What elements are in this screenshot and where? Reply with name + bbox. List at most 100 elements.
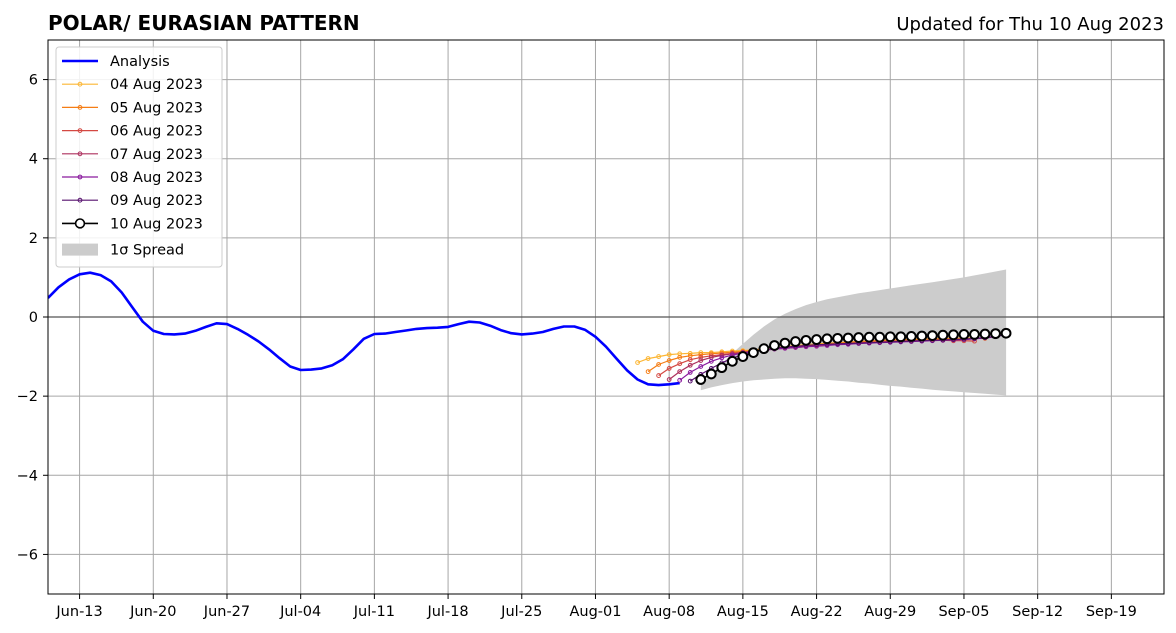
- x-tick-label: Aug-29: [864, 604, 916, 620]
- analysis-line: [48, 271, 680, 387]
- latest-forecast-point: [958, 329, 970, 340]
- latest-forecast-point: [969, 329, 980, 340]
- forecast-point: [635, 360, 640, 365]
- legend-swatch: [62, 243, 98, 256]
- forecast-point: [677, 354, 683, 360]
- latest-forecast-point: [842, 332, 854, 344]
- latest-forecast-point: [811, 334, 822, 345]
- latest-forecast-point: [948, 329, 959, 341]
- latest-forecast-point: [695, 374, 707, 385]
- forecast-point: [666, 358, 672, 363]
- x-tick-label: Jul-04: [279, 604, 321, 620]
- data-layer: [48, 269, 1164, 396]
- latest-forecast-point: [990, 328, 1001, 340]
- legend-label: 07 Aug 2023: [110, 147, 203, 163]
- latest-forecast-point: [716, 362, 728, 374]
- forecast-point: [666, 366, 672, 371]
- latest-forecast-point: [895, 331, 907, 343]
- latest-forecast-point: [790, 336, 801, 347]
- latest-forecast-point: [747, 347, 759, 359]
- legend-label: 08 Aug 2023: [110, 170, 203, 186]
- legend: Analysis 04 Aug 2023 05 Aug 2023 06 Aug 202…: [55, 46, 223, 268]
- x-tick-label: Sep-12: [1012, 604, 1063, 620]
- forecast-point: [708, 358, 714, 364]
- legend-label: 09 Aug 2023: [110, 193, 203, 209]
- latest-forecast-point: [863, 331, 875, 343]
- y-tick-label: 0: [29, 310, 38, 326]
- x-tick-label: Jun-13: [55, 604, 102, 620]
- chart-subtitle: Updated for Thu 10 Aug 2023: [896, 14, 1164, 35]
- x-tick-label: Aug-01: [569, 604, 621, 620]
- forecast-point: [677, 369, 683, 375]
- latest-forecast-point: [779, 337, 791, 349]
- latest-forecast-point: [905, 330, 917, 342]
- spread-band: [700, 269, 1007, 396]
- latest-forecast-point: [1000, 327, 1012, 339]
- x-tick-label: Sep-19: [1086, 604, 1137, 620]
- x-tick-label: Jun-27: [203, 604, 250, 620]
- forecast-point: [656, 354, 662, 359]
- latest-forecast-point: [769, 340, 780, 351]
- latest-forecast-point: [758, 343, 770, 355]
- y-tick-label: −4: [17, 468, 38, 484]
- forecast-point: [698, 352, 704, 357]
- forecast-point: [687, 357, 693, 363]
- legend-label: 10 Aug 2023: [110, 216, 203, 232]
- y-tick-label: 2: [29, 231, 38, 247]
- latest-forecast-point: [821, 333, 833, 345]
- legend-box: [55, 46, 223, 268]
- forecast-point: [677, 361, 683, 367]
- y-tick-label: −6: [17, 547, 38, 563]
- legend-label: Analysis: [110, 54, 170, 70]
- x-tick-label: Jul-11: [353, 604, 395, 620]
- forecast-point: [719, 355, 725, 361]
- x-tick-label: Jun-20: [129, 604, 176, 620]
- forecast-point: [656, 362, 662, 367]
- x-tick-label: Aug-08: [643, 604, 695, 620]
- legend-marker: [77, 174, 83, 180]
- latest-forecast-point: [737, 351, 749, 362]
- forecast-point: [687, 378, 693, 384]
- forecast-point: [645, 369, 651, 375]
- legend-marker: [77, 105, 83, 110]
- forecast-point: [687, 362, 693, 368]
- x-tick-label: Aug-15: [717, 604, 769, 620]
- latest-forecast-point: [726, 355, 738, 367]
- forecast-point: [666, 352, 672, 357]
- forecast-point: [677, 377, 683, 383]
- plot-area: Jun-13 Jun-20 Jun-27 Jul-04 Jul-11 Jul-18 Jul-…: [17, 39, 1165, 620]
- latest-forecast-point: [916, 330, 928, 342]
- legend-marker: [74, 218, 86, 229]
- latest-forecast-point: [937, 329, 949, 341]
- latest-forecast-point: [705, 368, 717, 380]
- forecast-point: [656, 373, 662, 378]
- latest-forecast-point: [884, 331, 896, 343]
- latest-forecast-point: [853, 332, 865, 343]
- forecast-point: [687, 370, 693, 375]
- forecast-point: [645, 356, 651, 361]
- forecast-point: [698, 358, 704, 363]
- legend-marker: [77, 128, 83, 134]
- legend-label: 06 Aug 2023: [110, 124, 203, 140]
- legend-marker: [77, 151, 83, 157]
- x-tick-label: Jul-18: [426, 604, 468, 620]
- chart-title: POLAR/ EURASIAN PATTERN: [48, 11, 360, 35]
- y-tick-label: −2: [17, 389, 38, 405]
- forecast-point: [698, 364, 704, 369]
- legend-label: 1σ Spread: [110, 243, 184, 259]
- legend-label: 05 Aug 2023: [110, 100, 203, 116]
- legend-marker: [77, 197, 83, 203]
- x-tick-label: Aug-22: [791, 604, 843, 620]
- legend-marker: [77, 81, 83, 87]
- latest-forecast-point: [926, 330, 938, 341]
- latest-forecast-point: [832, 332, 844, 344]
- latest-forecast-point: [874, 331, 886, 343]
- x-tick-label: Sep-05: [938, 604, 989, 620]
- latest-forecast-point: [800, 334, 812, 346]
- forecast-point: [698, 354, 704, 360]
- y-tick-label: 6: [29, 73, 38, 89]
- y-tick-label: 4: [29, 152, 38, 168]
- forecast-point: [666, 377, 672, 382]
- legend-label: 04 Aug 2023: [110, 77, 203, 93]
